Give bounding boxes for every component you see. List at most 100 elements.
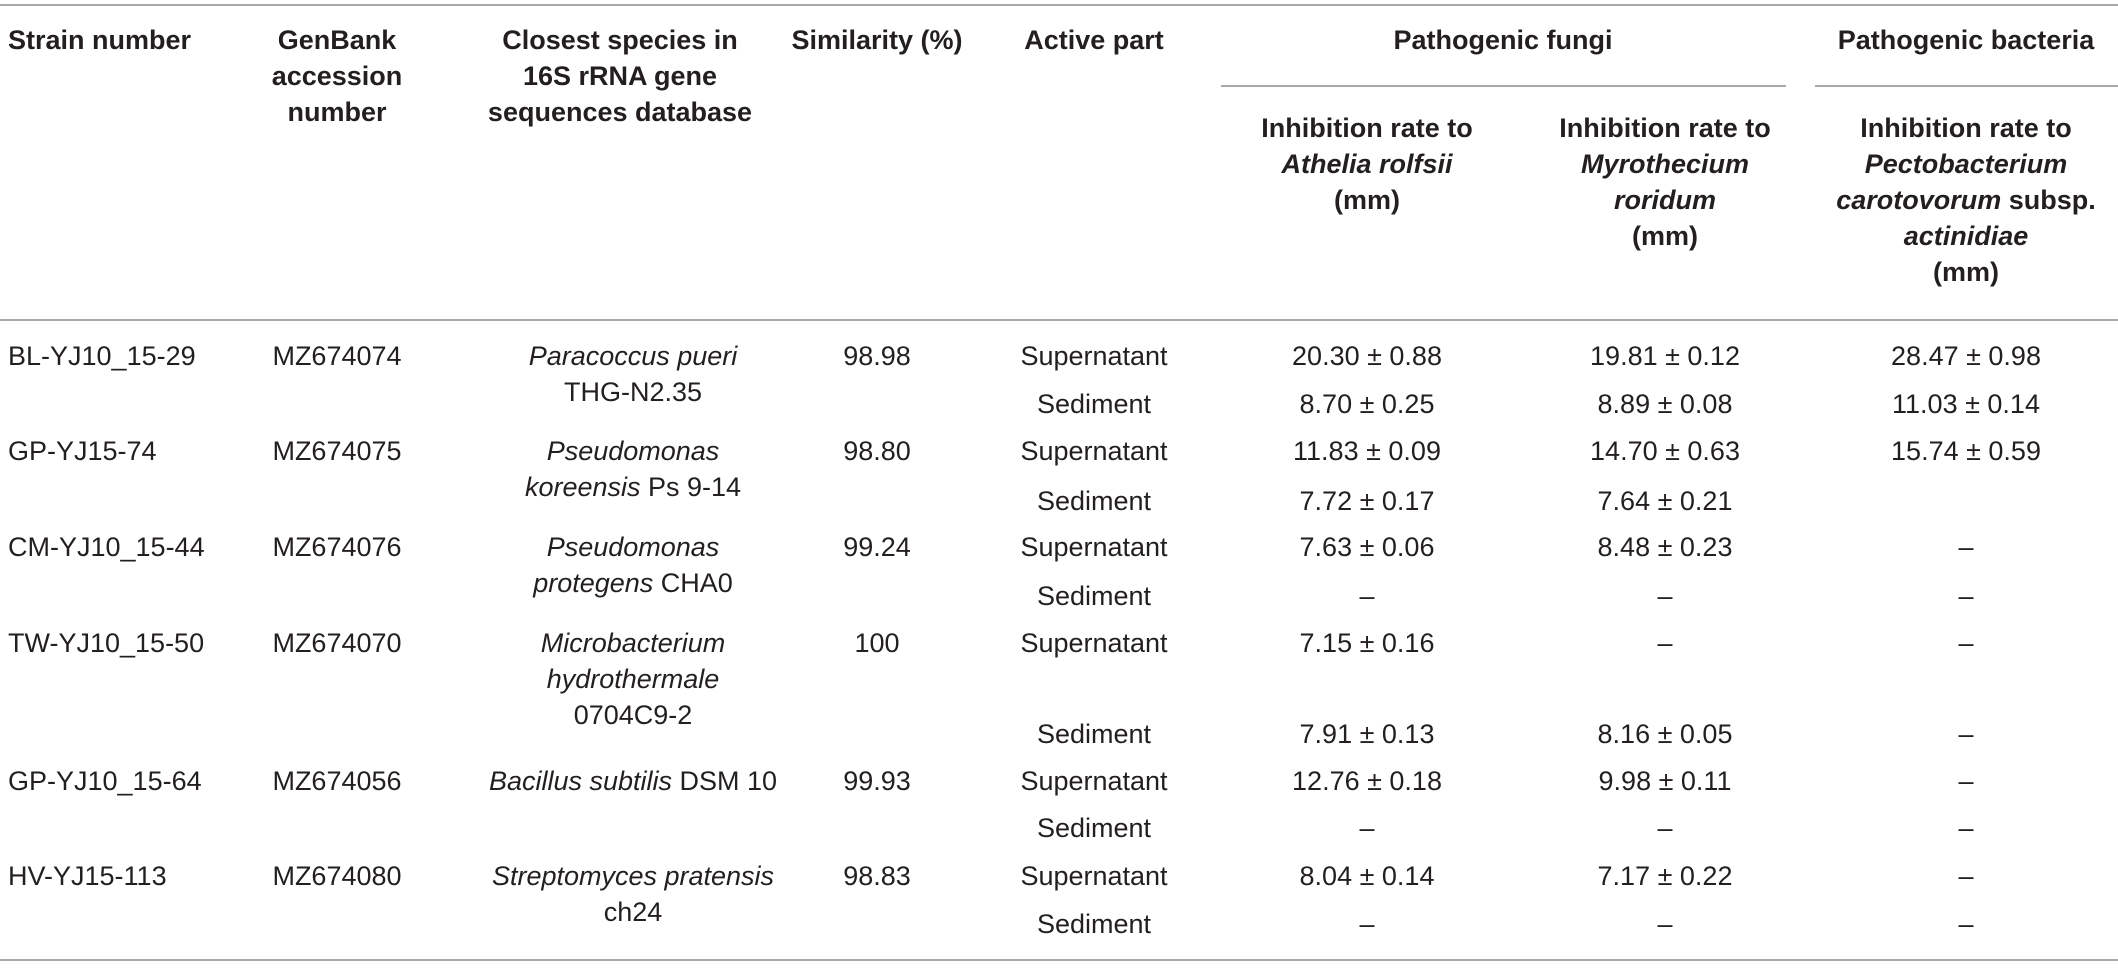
species-line: Bacillus subtilis DSM 10 [489, 763, 777, 799]
pectobacterium-value-cell: – [1958, 813, 1974, 843]
pectobacterium-value-cell: – [1958, 909, 1974, 939]
similarity-cell: 99.24 [843, 532, 911, 562]
table-top-rule [0, 4, 2118, 6]
pectobacterium-value-cell: – [1958, 719, 1974, 749]
myrothecium-value-cell: – [1657, 813, 1673, 843]
species-text: ch24 [603, 897, 663, 927]
species-italic: hydrothermale [546, 664, 720, 694]
header-line: actinidiae [1903, 221, 2029, 251]
header-line: (mm) [1333, 185, 1400, 215]
active-part-cell: Supernatant [1020, 341, 1168, 371]
species-cell: Bacillus subtilis DSM 10 [489, 763, 777, 799]
strain-number-cell: HV-YJ15-113 [8, 861, 167, 891]
similarity-cell: 100 [854, 628, 900, 658]
active-part-cell: Sediment [1036, 581, 1152, 611]
pectobacterium-value-cell: – [1958, 861, 1974, 891]
athelia-value-cell: 7.15 ± 0.16 [1299, 628, 1435, 658]
myrothecium-value-cell: 19.81 ± 0.12 [1590, 341, 1740, 371]
header-athelia-rolfsii: Inhibition rate to Athelia rolfsii (mm) [1261, 110, 1472, 218]
species-italic: Microbacterium [540, 628, 726, 658]
bacteria-header-rule [1815, 85, 2118, 87]
header-line: Inhibition rate to [1559, 113, 1771, 143]
myrothecium-value-cell: – [1657, 628, 1673, 658]
header-myrothecium-roridum: Inhibition rate to Myrothecium roridum (… [1559, 110, 1770, 254]
header-line: Inhibition rate to [1261, 113, 1473, 143]
myrothecium-value-cell: 7.64 ± 0.21 [1597, 486, 1733, 516]
accession-cell: MZ674056 [272, 766, 402, 796]
active-part-cell: Sediment [1036, 813, 1152, 843]
species-text: Ps 9-14 [640, 472, 742, 502]
header-line-italic: carotovorum [1836, 185, 2002, 215]
species-text: DSM 10 [672, 766, 778, 796]
species-cell: Microbacterium hydrothermale 0704C9-2 [541, 625, 726, 733]
pectobacterium-value-cell: – [1958, 628, 1974, 658]
species-line: Paracoccus pueri [529, 338, 738, 374]
header-similarity: Similarity (%) [791, 25, 963, 55]
pectobacterium-value-cell: – [1958, 581, 1974, 611]
active-part-cell: Supernatant [1020, 436, 1168, 466]
accession-cell: MZ674070 [272, 628, 402, 658]
myrothecium-value-cell: – [1657, 909, 1673, 939]
header-line: Inhibition rate to [1860, 113, 2072, 143]
header-line: Myrothecium [1580, 149, 1750, 179]
species-line: hydrothermale [541, 661, 726, 697]
active-part-cell: Supernatant [1020, 628, 1168, 658]
myrothecium-value-cell: 8.48 ± 0.23 [1597, 532, 1733, 562]
header-genbank-line: accession [271, 61, 403, 91]
similarity-cell: 98.98 [843, 341, 911, 371]
athelia-value-cell: – [1359, 813, 1375, 843]
athelia-value-cell: 7.91 ± 0.13 [1299, 719, 1435, 749]
header-closest-species-line: 16S rRNA gene [522, 61, 718, 91]
header-closest-species: Closest species in 16S rRNA gene sequenc… [488, 22, 752, 130]
pectobacterium-value-cell: 11.03 ± 0.14 [1892, 389, 2040, 419]
species-line: THG-N2.35 [529, 374, 738, 410]
species-text: CHA0 [653, 568, 733, 598]
species-italic: protegens [533, 568, 654, 598]
strain-number-cell: TW-YJ10_15-50 [8, 628, 205, 658]
strain-number-cell: BL-YJ10_15-29 [8, 341, 196, 371]
athelia-value-cell: 20.30 ± 0.88 [1292, 341, 1442, 371]
myrothecium-value-cell: 8.89 ± 0.08 [1597, 389, 1733, 419]
header-closest-species-line: Closest species in [502, 25, 738, 55]
species-italic: koreensis [524, 472, 641, 502]
pectobacterium-value-cell: 28.47 ± 0.98 [1891, 341, 2041, 371]
header-line-rest: subsp. [2001, 185, 2096, 215]
active-part-cell: Supernatant [1020, 532, 1168, 562]
species-line: 0704C9-2 [541, 697, 726, 733]
active-part-cell: Sediment [1036, 719, 1152, 749]
athelia-value-cell: – [1359, 581, 1375, 611]
athelia-value-cell: 7.72 ± 0.17 [1299, 486, 1435, 516]
athelia-value-cell: – [1359, 909, 1375, 939]
active-part-cell: Sediment [1036, 389, 1152, 419]
header-bottom-rule [0, 319, 2118, 321]
species-line: koreensis Ps 9-14 [525, 469, 741, 505]
accession-cell: MZ674080 [272, 861, 402, 891]
header-line: Pectobacterium [1864, 149, 2068, 179]
similarity-cell: 99.93 [843, 766, 911, 796]
species-line: Microbacterium [541, 625, 726, 661]
accession-cell: MZ674074 [272, 341, 402, 371]
species-cell: Pseudomonas protegens CHA0 [533, 529, 733, 601]
species-line: ch24 [492, 894, 774, 930]
header-genbank-line: number [287, 97, 387, 127]
athelia-value-cell: 8.04 ± 0.14 [1299, 861, 1435, 891]
myrothecium-value-cell: – [1657, 581, 1673, 611]
fungi-header-rule [1221, 85, 1786, 87]
myrothecium-value-cell: 9.98 ± 0.11 [1598, 766, 1732, 796]
active-part-cell: Supernatant [1020, 766, 1168, 796]
header-genbank: GenBank accession number [272, 22, 403, 130]
header-genbank-line: GenBank [277, 25, 397, 55]
species-italic: Bacillus subtilis [488, 766, 673, 796]
species-italic: Paracoccus pueri [528, 341, 738, 371]
pectobacterium-value-cell: 15.74 ± 0.59 [1891, 436, 2041, 466]
header-strain-number: Strain number [8, 25, 192, 55]
similarity-cell: 98.80 [843, 436, 911, 466]
species-italic: Pseudomonas [546, 532, 720, 562]
active-part-cell: Supernatant [1020, 861, 1168, 891]
species-text: THG-N2.35 [563, 377, 703, 407]
species-cell: Paracoccus pueri THG-N2.35 [529, 338, 738, 410]
similarity-cell: 98.83 [843, 861, 911, 891]
header-line: Athelia rolfsii [1281, 149, 1453, 179]
active-part-cell: Sediment [1036, 486, 1152, 516]
header-pectobacterium: Inhibition rate to Pectobacterium caroto… [1836, 110, 2096, 290]
